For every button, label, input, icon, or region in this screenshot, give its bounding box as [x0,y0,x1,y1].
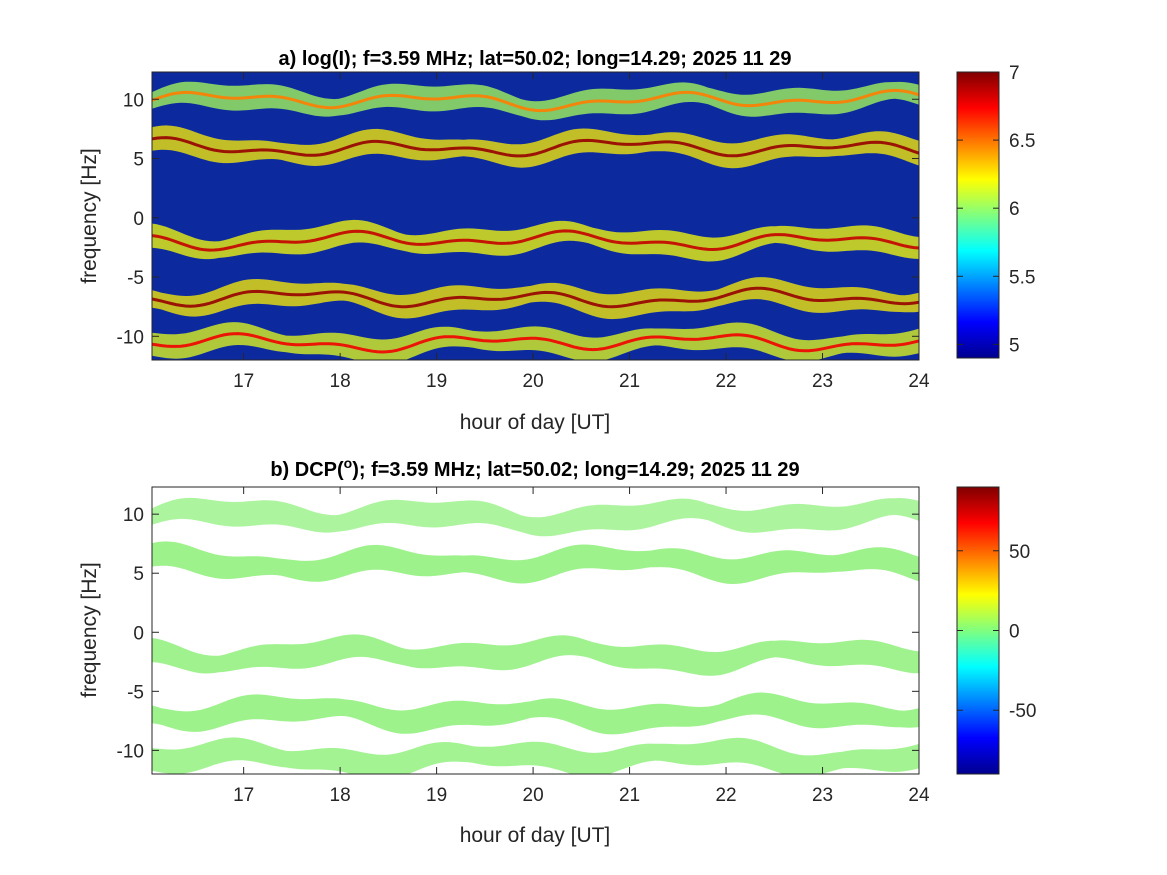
xtick-label: 20 [523,785,544,806]
colorbar-tick-label: 6.5 [1009,131,1035,152]
ytick-label: 5 [133,564,144,585]
panel-b-title-superscript: o [344,455,353,471]
trace-band-4 [152,322,919,360]
panel-b-title-prefix: b) DCP( [270,459,344,481]
xtick-label: 19 [426,371,447,392]
xtick-label: 24 [908,371,930,392]
xtick-label: 17 [233,371,254,392]
trace-band-2 [152,219,919,262]
xtick-label: 18 [330,371,351,392]
trace-band-4 [152,737,919,774]
panel-b: b) DCP(o); f=3.59 MHz; lat=50.02; long=1… [78,455,1036,847]
xtick-label: 21 [619,785,640,806]
xtick-label: 22 [715,371,736,392]
colorbar-tick-label: 0 [1009,622,1020,643]
colorbar-tick-label: 6 [1009,199,1020,220]
trace-band-3 [152,277,919,320]
ytick-label: 10 [123,505,144,526]
ytick-label: -5 [127,682,144,703]
panel-b-colorbar-ticks: 50 0 -50 [957,542,1036,722]
panel-b-title-suffix: ); f=3.59 MHz; lat=50.02; long=14.29; 20… [352,459,799,481]
xtick-label: 23 [812,785,833,806]
panel-a-title: a) log(I); f=3.59 MHz; lat=50.02; long=1… [279,48,792,70]
trace-band-0 [152,81,919,121]
trace-core-3 [152,286,919,309]
colorbar-tick-label: 5 [1009,335,1020,356]
trace-band-1 [152,541,919,584]
xtick-label: 19 [426,785,447,806]
panel-a-ylabel: frequency [Hz] [78,148,101,283]
panel-a: a) log(I); f=3.59 MHz; lat=50.02; long=1… [78,48,1035,434]
ytick-label: 0 [133,209,144,230]
ytick-label: 5 [133,150,144,171]
colorbar-tick-label: 50 [1009,542,1030,563]
panel-b-xlabel: hour of day [UT] [460,824,611,847]
panel-b-ylabel: frequency [Hz] [78,562,101,697]
ytick-label: -5 [127,268,144,289]
panel-a-ticks: 17 18 19 20 21 22 23 24 10 5 0 -5 -10 [117,72,930,392]
panel-b-ticks: 17 18 19 20 21 22 23 24 10 5 0 -5 -10 [117,487,930,806]
trace-core-1 [152,136,919,158]
xtick-label: 20 [523,371,544,392]
panel-b-spectrogram [152,497,919,774]
panel-a-xlabel: hour of day [UT] [460,411,611,434]
panel-b-title: b) DCP(o); f=3.59 MHz; lat=50.02; long=1… [270,455,799,481]
panel-a-plot-area [152,72,919,360]
panel-a-spectrogram [152,81,919,360]
trace-band-0 [152,497,919,537]
panel-a-colorbar-ticks: 5 5.5 6 6.5 7 [957,63,1035,356]
colorbar-tick-label: -50 [1009,701,1036,722]
xtick-label: 21 [619,371,640,392]
xtick-label: 18 [330,785,351,806]
xtick-label: 17 [233,785,254,806]
trace-band-2 [152,634,919,676]
xtick-label: 22 [715,785,736,806]
panel-b-axes-box [151,486,920,775]
ytick-label: 0 [133,623,144,644]
colorbar-tick-label: 7 [1009,63,1020,84]
ytick-label: -10 [117,741,144,762]
colorbar-tick-label: 5.5 [1009,267,1035,288]
trace-core-0 [152,88,919,113]
panel-a-colorbar [956,71,1000,359]
trace-core-4 [152,332,919,354]
ytick-label: -10 [117,327,144,348]
panel-b-colorbar [956,486,1000,775]
ytick-label: 10 [123,90,144,111]
xtick-label: 24 [908,785,930,806]
panel-a-axes-box [151,71,920,361]
trace-core-2 [152,229,919,252]
xtick-label: 23 [812,371,833,392]
trace-band-3 [152,692,919,735]
trace-band-1 [152,125,919,169]
